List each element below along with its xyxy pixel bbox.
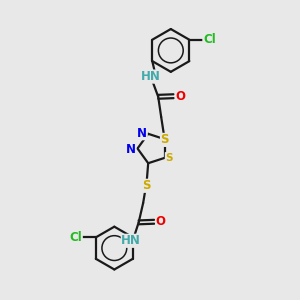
Text: N: N (126, 142, 136, 156)
Text: S: S (142, 179, 150, 192)
Text: S: S (165, 153, 173, 163)
Text: Cl: Cl (70, 231, 82, 244)
Text: Cl: Cl (203, 33, 216, 46)
Text: O: O (156, 215, 166, 228)
Text: N: N (137, 127, 147, 140)
Text: HN: HN (141, 70, 161, 83)
Text: S: S (160, 134, 169, 146)
Text: O: O (175, 90, 185, 103)
Text: HN: HN (121, 234, 141, 247)
